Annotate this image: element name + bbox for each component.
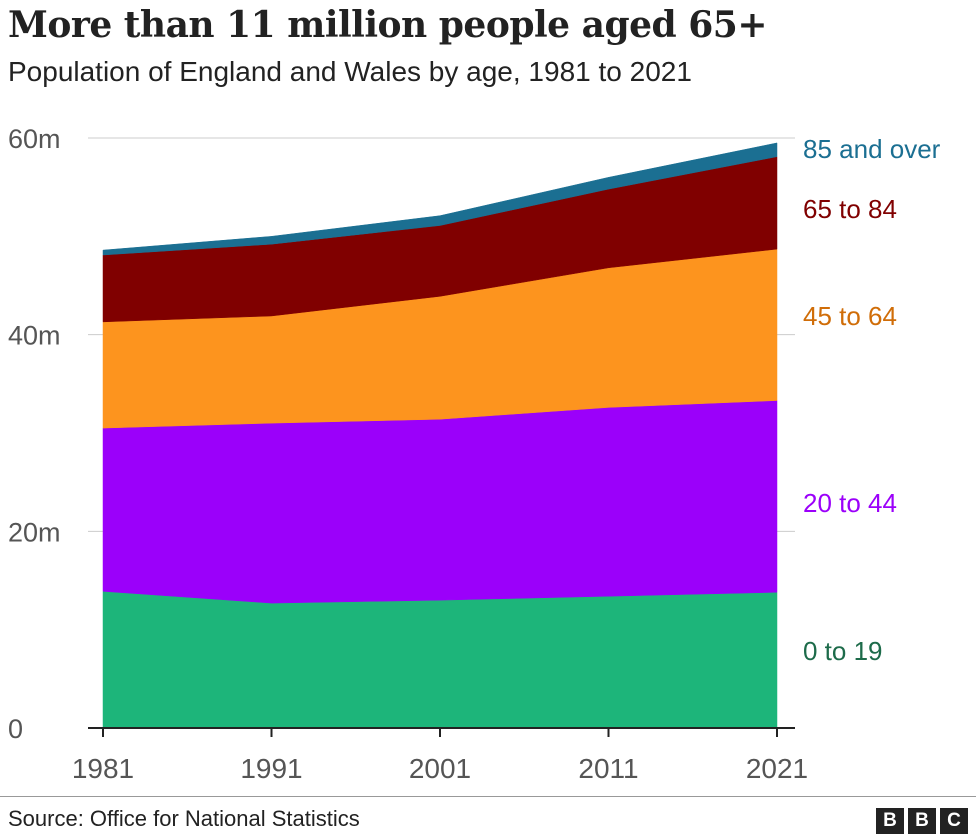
series-label-0-to-19: 0 to 19 [803, 636, 883, 666]
y-tick-label-0: 0 [8, 714, 23, 744]
chart-title: More than 11 million people aged 65+ [8, 4, 768, 46]
logo-letter-c: C [940, 808, 968, 834]
footer-divider [0, 796, 976, 797]
bbc-logo: B B C [876, 808, 968, 834]
series-labels: 0 to 19 20 to 44 45 to 64 65 to 84 85 and ov… [803, 134, 941, 666]
x-axis: 1981 1991 2001 2011 2021 [72, 727, 808, 784]
x-tick-label-1981: 1981 [72, 753, 134, 784]
x-tick-label-2001: 2001 [409, 753, 471, 784]
series-label-85-and-over: 85 and over [803, 134, 941, 164]
area-0-to-19 [102, 591, 778, 729]
y-tick-label-60: 60m [8, 124, 61, 154]
series-label-65-to-84: 65 to 84 [803, 194, 897, 224]
chart-subtitle: Population of England and Wales by age, … [8, 56, 692, 87]
x-tick-label-2011: 2011 [578, 753, 638, 784]
y-tick-label-40: 40m [8, 321, 61, 351]
logo-letter-b2: B [908, 808, 936, 834]
series-label-20-to-44: 20 to 44 [803, 488, 897, 518]
x-tick-label-1991: 1991 [240, 753, 302, 784]
x-tick-label-2021: 2021 [746, 753, 808, 784]
area-20-to-44 [102, 400, 778, 604]
source-note: Source: Office for National Statistics [8, 806, 360, 831]
logo-letter-b1: B [876, 808, 904, 834]
y-tick-label-20: 20m [8, 517, 61, 547]
stacked-area-chart: 0 20m 40m 60m 1981 1991 2001 2011 2021 0 to 19 2… [8, 124, 941, 784]
area-85-and-over [102, 142, 778, 256]
area-series [102, 142, 778, 729]
series-label-45-to-64: 45 to 64 [803, 301, 897, 331]
